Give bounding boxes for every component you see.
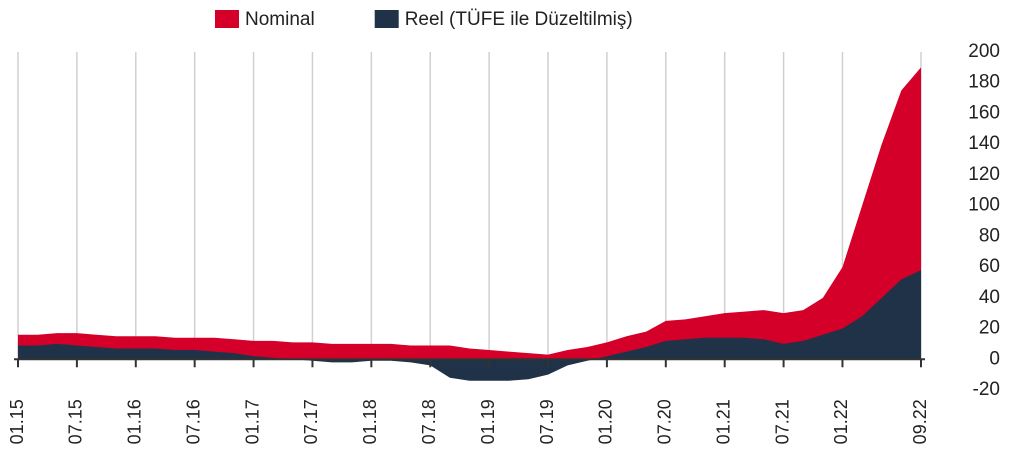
area bbox=[18, 270, 921, 381]
y-tick-label: 40 bbox=[979, 287, 1000, 308]
x-tick-label: 07.16 bbox=[183, 399, 203, 444]
x-tick-label: 01.15 bbox=[7, 399, 27, 444]
x-tick-label: 01.19 bbox=[478, 399, 498, 444]
y-tick-label: 160 bbox=[968, 102, 1000, 123]
legend-label: Reel (TÜFE ile Düzeltilmiş) bbox=[405, 9, 633, 30]
y-tick-label: 120 bbox=[968, 164, 1000, 185]
x-tick-label: 07.15 bbox=[66, 399, 86, 444]
x-tick-label: 07.19 bbox=[537, 399, 557, 444]
y-tick-label: 140 bbox=[968, 133, 1000, 154]
legend-label: Nominal bbox=[245, 9, 315, 30]
y-tick-label: -20 bbox=[973, 379, 1000, 400]
y-tick-label: 60 bbox=[979, 256, 1000, 277]
y-tick-label: 200 bbox=[968, 41, 1000, 62]
x-tick-label: 09.22 bbox=[910, 399, 930, 444]
x-tick-label: 07.20 bbox=[655, 399, 675, 444]
x-tick-label: 01.16 bbox=[125, 399, 145, 444]
legend-swatch bbox=[215, 10, 239, 28]
area bbox=[18, 67, 921, 360]
x-tick-label: 01.18 bbox=[360, 399, 380, 444]
x-tick-label: 01.17 bbox=[242, 399, 262, 444]
x-tick-label: 07.17 bbox=[301, 399, 321, 444]
x-tick-label: 07.18 bbox=[419, 399, 439, 444]
y-tick-label: 20 bbox=[979, 318, 1000, 339]
x-tick-label: 01.20 bbox=[596, 399, 616, 444]
x-tick-label: 07.21 bbox=[772, 399, 792, 444]
legend-swatch bbox=[374, 10, 399, 28]
x-tick-label: 01.22 bbox=[831, 399, 851, 444]
x-tick-label: 01.21 bbox=[713, 399, 733, 444]
y-tick-label: 0 bbox=[989, 348, 1000, 369]
y-tick-label: 100 bbox=[968, 195, 1000, 216]
y-tick-label: 80 bbox=[979, 225, 1000, 246]
y-tick-label: 180 bbox=[968, 72, 1000, 93]
